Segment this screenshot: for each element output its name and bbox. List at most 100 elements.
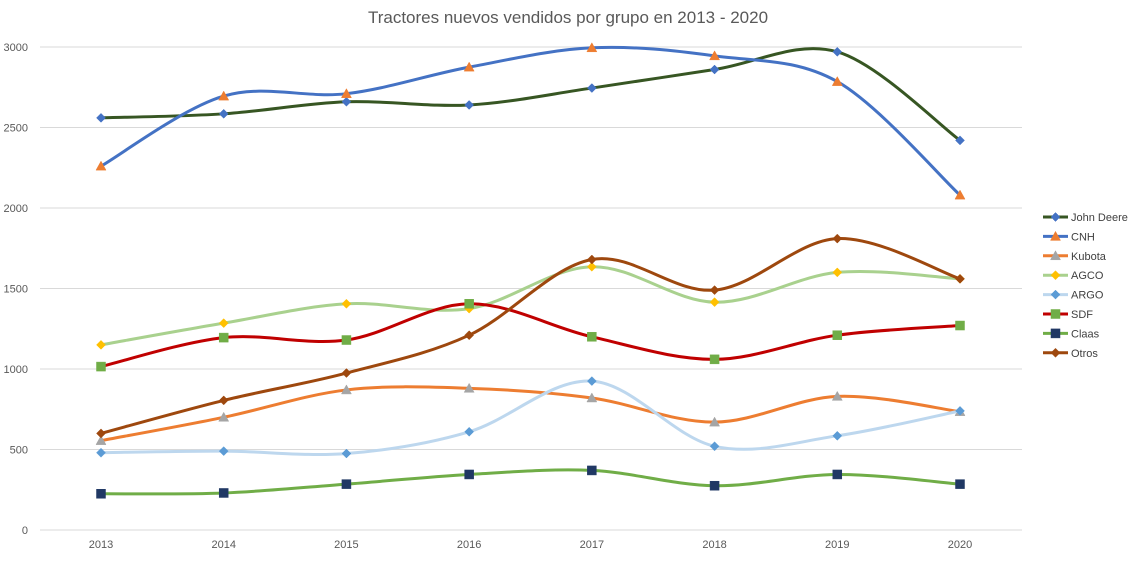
y-tick-label: 2500 [4, 123, 28, 135]
x-tick-label: 2013 [89, 539, 113, 551]
series-group [95, 42, 966, 499]
series-sdf [96, 299, 965, 372]
data-point-sdf [96, 361, 106, 372]
data-point-agco [832, 267, 843, 278]
data-point-kubota [463, 382, 475, 393]
data-point-cnh [218, 90, 230, 101]
legend-swatch-marker [1050, 270, 1061, 281]
data-point-claas [96, 489, 106, 499]
legend-item-otros: Otros [1043, 348, 1098, 360]
legend-label: SDF [1071, 309, 1093, 321]
data-point-otros [709, 285, 720, 295]
data-point-claas [218, 488, 229, 498]
legend-swatch-marker [1050, 230, 1061, 241]
legend-label: Kubota [1071, 251, 1107, 263]
data-point-agco [709, 297, 720, 308]
data-point-cnh [463, 61, 475, 72]
data-point-sdf [587, 332, 597, 342]
data-point-otros [218, 395, 229, 406]
data-point-sdf [832, 330, 843, 340]
series-line-sdf [99, 302, 962, 369]
y-tick-label: 1500 [4, 284, 28, 296]
series-john-deere [96, 46, 965, 146]
series-line-agco [99, 265, 962, 347]
series-cnh [95, 42, 966, 200]
data-point-argo [832, 430, 843, 441]
y-tick-label: 500 [10, 445, 28, 457]
x-tick-label: 2019 [825, 539, 849, 551]
x-tick-label: 2014 [211, 539, 235, 551]
legend-label: CNH [1071, 231, 1095, 243]
data-point-sdf [341, 335, 352, 345]
data-point-claas [587, 465, 597, 476]
data-point-cnh [954, 189, 966, 200]
data-point-john-deere [587, 83, 597, 93]
x-tick-label: 2018 [702, 539, 726, 551]
x-axis: 2013 2014 2015 2016 2017 2018 2019 2020 [89, 539, 972, 551]
legend-swatch-marker [1050, 347, 1061, 358]
data-point-agco [587, 261, 597, 272]
data-point-john-deere [464, 100, 474, 110]
legend-swatch-marker [1050, 289, 1061, 300]
data-point-argo [96, 447, 106, 458]
data-point-otros [587, 254, 597, 265]
data-point-john-deere [218, 108, 229, 119]
data-point-sdf [709, 354, 720, 365]
legend-item-claas: Claas [1043, 328, 1100, 340]
data-point-argo [341, 448, 352, 459]
data-point-agco [218, 318, 229, 328]
data-point-john-deere [955, 135, 965, 146]
data-point-sdf [955, 320, 965, 331]
data-point-otros [341, 368, 352, 378]
x-tick-label: 2016 [457, 539, 481, 551]
series-line-kubota [99, 385, 962, 443]
data-point-otros [96, 428, 106, 439]
legend-label: AGCO [1071, 270, 1104, 282]
data-point-claas [955, 479, 965, 489]
data-point-claas [709, 480, 720, 491]
legend: John Deere CNH Kubota AGCO ARGO SDF Claas Otros [1043, 212, 1128, 360]
series-argo [96, 376, 965, 459]
y-axis: 0 500 1000 1500 2000 2500 3000 [4, 42, 28, 537]
series-line-otros [99, 237, 962, 435]
legend-item-sdf: SDF [1043, 309, 1093, 321]
data-point-cnh [341, 88, 352, 98]
series-otros [96, 233, 965, 439]
y-tick-label: 1000 [4, 364, 28, 376]
legend-item-john-deere: John Deere [1043, 212, 1128, 224]
gridlines [40, 46, 1022, 531]
data-point-john-deere [96, 112, 106, 123]
y-tick-label: 2000 [4, 203, 28, 215]
series-line-john-deere [99, 47, 962, 142]
series-line-claas [99, 468, 962, 496]
data-point-cnh [95, 160, 107, 171]
series-claas [96, 465, 965, 499]
legend-label: John Deere [1071, 212, 1128, 224]
chart-title: Tractores nuevos vendidos por grupo en 2… [368, 8, 768, 27]
legend-item-agco: AGCO [1043, 270, 1104, 282]
data-point-kubota [586, 392, 598, 403]
data-point-cnh [586, 42, 598, 53]
data-point-cnh [709, 50, 720, 61]
data-point-kubota [95, 435, 107, 445]
x-tick-label: 2017 [580, 539, 604, 551]
data-point-kubota [709, 416, 720, 427]
data-point-claas [341, 479, 352, 489]
data-point-john-deere [709, 64, 720, 75]
data-point-claas [464, 469, 474, 480]
data-point-kubota [341, 384, 352, 395]
legend-swatch-marker [1050, 328, 1061, 339]
data-point-otros [955, 273, 965, 284]
data-point-argo [218, 446, 229, 456]
x-tick-label: 2020 [948, 539, 972, 551]
legend-swatch-marker [1050, 309, 1061, 319]
legend-label: Otros [1071, 348, 1098, 360]
legend-label: Claas [1071, 328, 1100, 340]
data-point-argo [464, 426, 474, 437]
y-tick-label: 0 [22, 525, 28, 537]
legend-item-argo: ARGO [1043, 290, 1104, 302]
data-point-kubota [831, 390, 843, 401]
series-line-argo [99, 379, 962, 457]
data-point-agco [96, 339, 106, 350]
